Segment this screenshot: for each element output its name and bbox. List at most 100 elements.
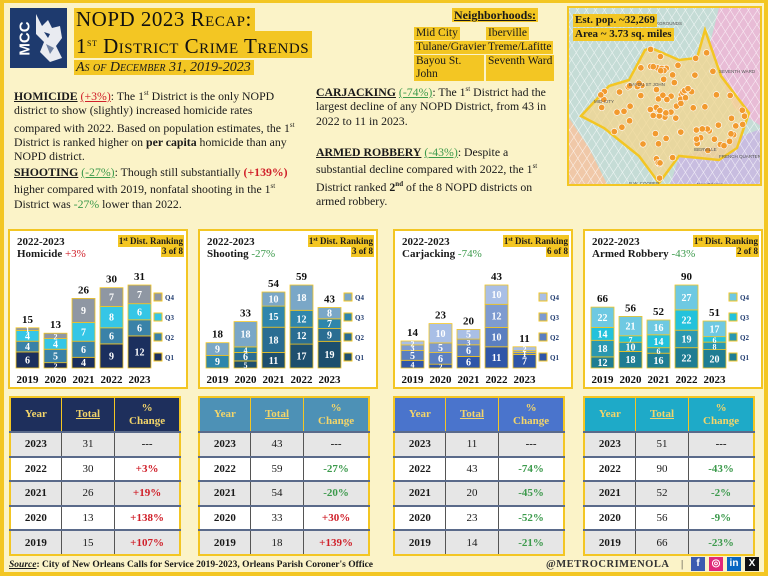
incident-marker bbox=[669, 154, 677, 162]
segment-label: 12 bbox=[297, 314, 307, 325]
table-row: 2019 66 -23% bbox=[584, 529, 754, 555]
ranking-value: 6 of 8 bbox=[546, 246, 569, 257]
total-cell: 43 bbox=[250, 431, 305, 457]
summary-table-carjacking: Year Total% Change 2023 11 --- 2022 43 -74% 2021 2… bbox=[393, 396, 565, 556]
map-label: BAYOU ST JOHN bbox=[629, 82, 665, 87]
segment-label: 18 bbox=[598, 344, 608, 355]
bar-segment-q4 bbox=[289, 284, 314, 311]
bar-segment-q4 bbox=[317, 307, 342, 320]
table-row: 2023 31 --- bbox=[10, 431, 180, 457]
incident-marker bbox=[726, 137, 734, 145]
x-icon[interactable]: X bbox=[745, 557, 759, 571]
segment-label: 4 bbox=[244, 346, 248, 355]
ranking-ordinal: 1 bbox=[118, 236, 124, 246]
change-cell: --- bbox=[688, 431, 754, 457]
segment-label: 6 bbox=[137, 307, 142, 318]
year-cell: 2023 bbox=[199, 431, 251, 457]
chart-panel-armed-robbery: 12 18 14 22 66 2019 18 10 7 21 56 2020 16 6 14 16 52 2021… bbox=[583, 229, 763, 389]
incident-marker bbox=[698, 125, 706, 133]
change-cell: +107% bbox=[114, 529, 180, 555]
legend-label: Q2 bbox=[165, 334, 174, 342]
segment-label: 4 bbox=[25, 331, 30, 342]
table-row: 2020 23 -52% bbox=[394, 504, 564, 531]
segment-label: 5 bbox=[438, 343, 443, 354]
segment-label: 22 bbox=[682, 353, 692, 364]
total-cell: 30 bbox=[61, 455, 116, 482]
shooting-text: lower than 2022. bbox=[99, 196, 182, 211]
carjacking-change: (-74%) bbox=[398, 85, 433, 99]
facebook-icon[interactable]: f bbox=[691, 557, 705, 571]
change-cell: -20% bbox=[303, 480, 369, 506]
bar-segment-q4 bbox=[674, 284, 699, 311]
ranking-label: 1st Dist. Ranking bbox=[307, 235, 374, 247]
bar-segment-q4 bbox=[99, 287, 124, 307]
incident-marker bbox=[704, 146, 712, 154]
change-cell: --- bbox=[498, 431, 564, 457]
legend-swatch bbox=[153, 312, 163, 322]
segment-label: 5 bbox=[244, 361, 248, 370]
percent-symbol: % bbox=[330, 401, 342, 414]
table-row: 2021 52 -2% bbox=[584, 480, 754, 506]
total-cell: 15 bbox=[61, 529, 116, 555]
x-tick-label: 2023 bbox=[514, 374, 537, 386]
carjacking-heading: CARJACKING bbox=[316, 85, 396, 99]
ranking-text: Dist. Ranking bbox=[127, 236, 183, 246]
chart-subtitle: Armed Robbery -43% bbox=[592, 248, 695, 260]
incident-marker bbox=[610, 128, 618, 136]
bar-segment-q4 bbox=[205, 342, 230, 356]
mcc-logo: MCC bbox=[10, 8, 67, 68]
chart-subtitle: Homicide +3% bbox=[17, 248, 86, 260]
bar-total-label: 20 bbox=[463, 315, 475, 327]
year-cell: 2021 bbox=[10, 480, 62, 506]
shooting-highlight: (+139%) bbox=[243, 165, 288, 179]
incident-marker bbox=[656, 159, 664, 167]
segment-label: 12 bbox=[492, 311, 502, 322]
source-note: Source: City of New Orleans Calls for Se… bbox=[9, 560, 373, 570]
segment-label: 22 bbox=[682, 316, 692, 327]
shooting-heading: SHOOTING bbox=[14, 165, 79, 179]
x-tick-label: 2022 bbox=[486, 374, 509, 386]
map-label: MID-CITY bbox=[594, 99, 614, 104]
year-header-text: Year bbox=[24, 408, 47, 420]
segment-label: 10 bbox=[626, 342, 636, 353]
x-tick-label: 2019 bbox=[402, 374, 425, 386]
legend-swatch bbox=[153, 332, 163, 342]
incident-marker bbox=[692, 126, 700, 134]
incident-marker bbox=[615, 88, 623, 96]
armed-robbery-summary: ARMED ROBBERY (-43%): Despite a substant… bbox=[316, 145, 561, 208]
x-tick-label: 2022 bbox=[291, 374, 314, 386]
armed-robbery-heading: ARMED ROBBERY bbox=[316, 145, 422, 159]
legend-swatch bbox=[538, 312, 548, 322]
year-cell: 2019 bbox=[199, 529, 251, 555]
instagram-icon[interactable]: ◎ bbox=[709, 557, 723, 571]
legend-label: Q3 bbox=[165, 314, 174, 322]
legend-swatch bbox=[538, 292, 548, 302]
segment-label: 2 bbox=[54, 362, 58, 371]
year-cell: 2019 bbox=[394, 529, 446, 555]
social-handle[interactable]: @METROCRIMENOLA bbox=[546, 559, 670, 570]
incident-marker bbox=[693, 135, 701, 143]
change-header: % Change bbox=[688, 397, 754, 432]
incident-marker bbox=[626, 117, 634, 125]
chart-crime-type: Carjacking bbox=[402, 248, 458, 260]
incident-marker bbox=[663, 96, 671, 104]
incident-marker bbox=[635, 79, 643, 87]
percent-symbol: % bbox=[141, 401, 153, 414]
incident-marker bbox=[620, 107, 628, 115]
segment-label: 7 bbox=[522, 357, 527, 368]
homicide-summary: HOMICIDE (+3%): The 1st District is the … bbox=[14, 86, 299, 163]
change-cell: -21% bbox=[498, 529, 564, 555]
sup: st bbox=[270, 182, 276, 191]
x-tick-label: 2022 bbox=[676, 374, 699, 386]
bar-segment-q4 bbox=[261, 291, 286, 307]
linkedin-icon[interactable]: in bbox=[727, 557, 741, 571]
segment-label: 9 bbox=[327, 330, 332, 341]
incident-marker bbox=[637, 64, 645, 72]
incident-marker bbox=[689, 104, 697, 112]
segment-label: 16 bbox=[654, 356, 664, 367]
bar-segment-q4 bbox=[71, 298, 96, 323]
year-cell: 2022 bbox=[584, 455, 636, 482]
sup: st bbox=[532, 162, 538, 171]
incident-marker bbox=[720, 142, 728, 150]
legend-swatch bbox=[728, 292, 738, 302]
